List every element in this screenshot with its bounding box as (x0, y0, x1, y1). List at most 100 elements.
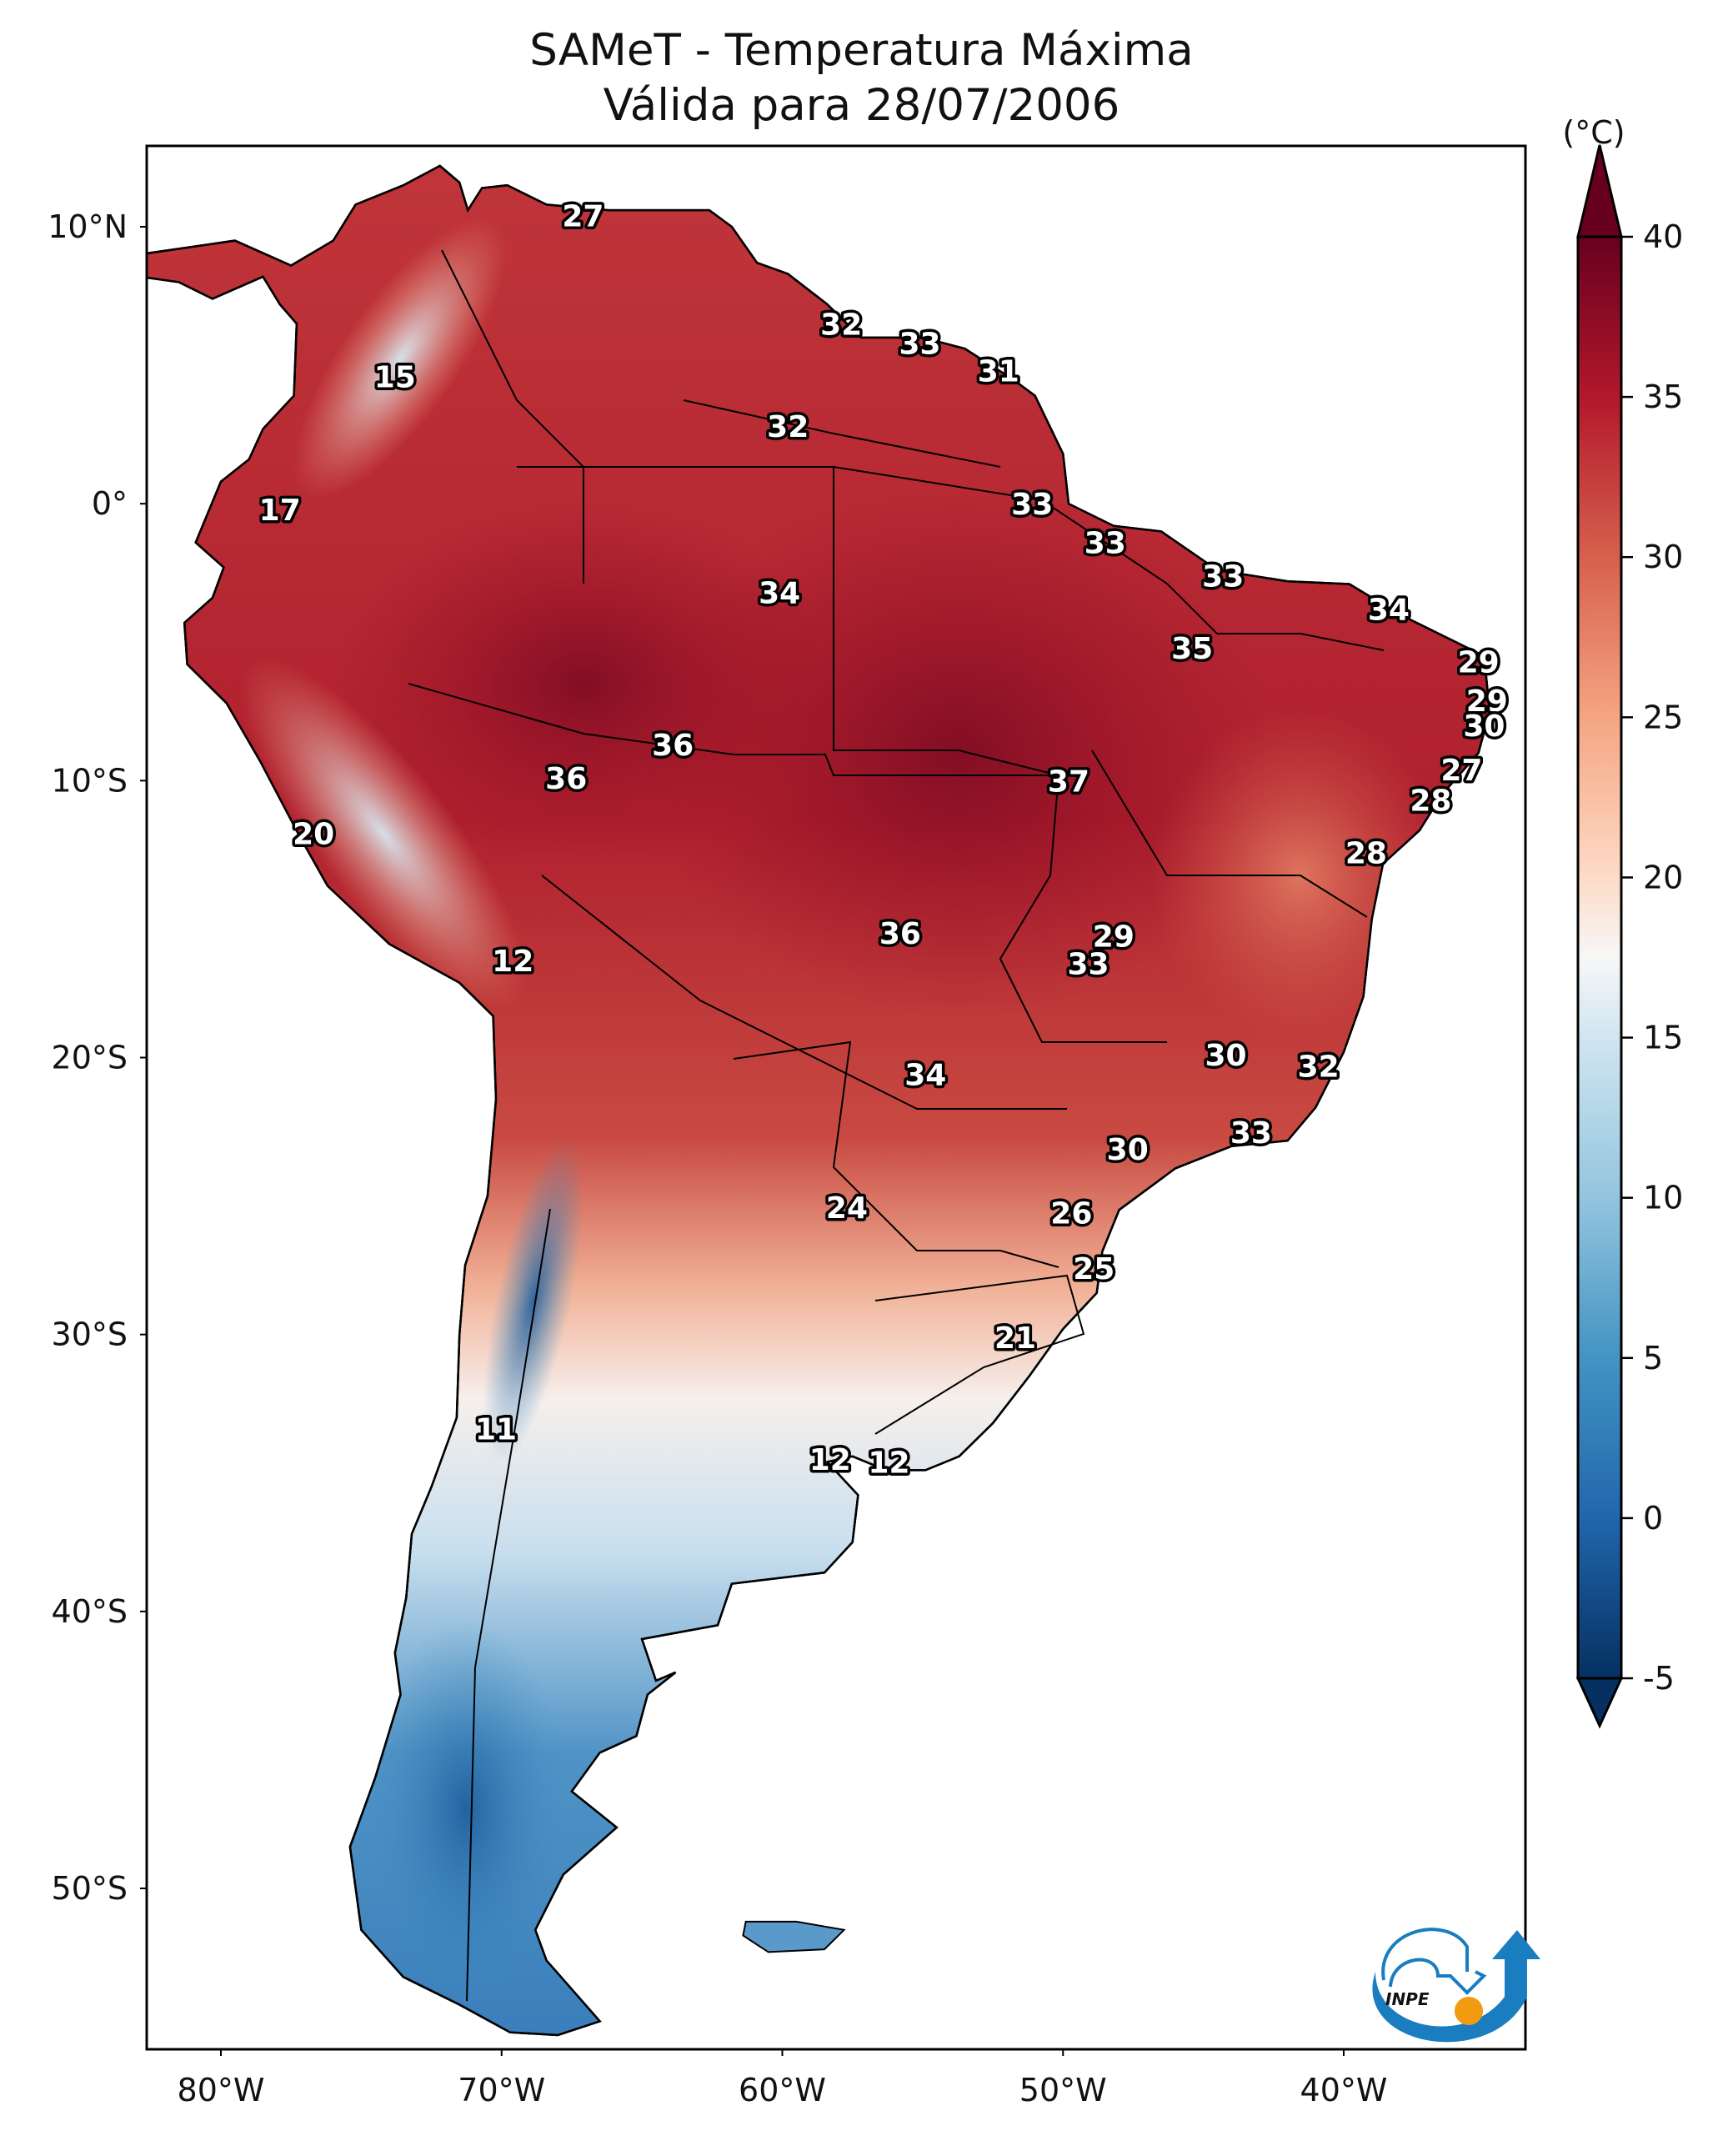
temperature-label: 12 (868, 1446, 909, 1480)
temperature-label: 33 (1068, 948, 1109, 982)
cool-andes-peru (239, 658, 528, 1010)
logo-loop-outer (1381, 1928, 1469, 1981)
border-line (466, 1208, 551, 2002)
x-tick-label: 50°W (1019, 2072, 1107, 2108)
axes-frame (145, 144, 1527, 2051)
temperature-label: 36 (879, 917, 921, 951)
temperature-label: 32 (1298, 1050, 1340, 1084)
temperature-label: 31 (978, 355, 1019, 389)
cold-patagonia (367, 1617, 567, 2001)
temperature-label: 34 (1368, 593, 1410, 627)
colorbar-tick-label: 25 (1643, 699, 1683, 735)
border-line (408, 683, 1059, 776)
border-line (541, 875, 1067, 1110)
y-tick-label: 10°N (48, 208, 128, 245)
temperature-label: 34 (759, 576, 800, 610)
border-line (441, 249, 584, 584)
logo-text: INPE (1385, 1989, 1430, 2009)
temperature-label: 28 (1410, 785, 1451, 819)
logo-loop-inner (1389, 1958, 1487, 1995)
title-line-2: Válida para 28/07/2006 (603, 80, 1120, 131)
temperature-label: 12 (492, 945, 533, 979)
temperature-label: 17 (259, 494, 301, 528)
x-tick-label: 80°W (178, 2072, 265, 2108)
inpe-logo-icon: INPE (1372, 1928, 1540, 2043)
colorbar-extend-min (1575, 1677, 1624, 1729)
colorbar-tick-label: 5 (1643, 1340, 1663, 1376)
y-tick-label: 20°S (52, 1040, 128, 1076)
temperature-label: 24 (826, 1191, 868, 1226)
colorbar: (°C) 40 35 30 25 20 15 10 5 0 -5 (1562, 114, 1683, 1729)
y-axis-ticks: 10°N 0° 10°S 20°S 30°S 40°S 50°S (48, 208, 147, 1907)
map-content (147, 164, 1491, 2037)
colorbar-tick-label: 0 (1643, 1500, 1663, 1537)
hot-core-amazon (333, 500, 834, 867)
temperature-label: 37 (1048, 765, 1089, 799)
temperature-label: 29 (1466, 684, 1508, 719)
temperature-label: 21 (994, 1321, 1036, 1356)
temperature-label: 28 (1345, 837, 1387, 871)
colorbar-frame (1576, 235, 1623, 1680)
temperature-field (239, 218, 1450, 2001)
cool-andes-north (293, 218, 508, 499)
colorbar-tick-label: 35 (1643, 379, 1683, 415)
title-line-1: SAMeT - Temperatura Máxima (529, 25, 1194, 76)
colorbar-tick-label: 10 (1643, 1180, 1683, 1216)
temperature-label: 11 (475, 1413, 517, 1447)
temperature-label: 33 (1230, 1116, 1272, 1151)
colorbar-tick-label: 40 (1643, 218, 1683, 255)
temperature-label: 35 (1171, 632, 1213, 666)
border-line (999, 775, 1167, 1043)
y-tick-label: 10°S (52, 762, 128, 799)
temperature-label: 36 (545, 762, 587, 796)
temperature-label: 27 (562, 200, 604, 234)
x-axis-ticks: 80°W 70°W 60°W 50°W 40°W (178, 2049, 1387, 2108)
colorbar-tick-label: 15 (1643, 1020, 1683, 1056)
border-line (683, 399, 1001, 468)
temperature-label: 33 (1011, 488, 1053, 522)
colorbar-tick-label: 20 (1643, 859, 1683, 895)
temperature-label: 33 (1202, 560, 1244, 594)
border-line (1166, 583, 1385, 651)
colorbar-extend-max (1576, 144, 1623, 238)
chart-title: SAMeT - Temperatura Máxima Válida para 2… (0, 23, 1723, 133)
temperature-label: 15 (374, 360, 416, 394)
temperature-label: 32 (820, 308, 862, 342)
cold-andes-central (483, 1137, 584, 1464)
border-line (1091, 750, 1368, 918)
colorbar-tick-label: 30 (1643, 539, 1683, 575)
political-borders (408, 249, 1385, 2002)
border-line (733, 1040, 1059, 1268)
colorbar-ticks: 40 35 30 25 20 15 10 5 0 -5 (1576, 218, 1683, 1697)
temperature-label: 36 (652, 729, 694, 763)
colorbar-body (1578, 237, 1621, 1678)
temperature-label: 29 (1093, 920, 1134, 954)
temperature-label: 29 (1458, 646, 1500, 680)
colorbar-tick-label: -5 (1643, 1660, 1675, 1697)
border-line (874, 1274, 1085, 1435)
y-tick-label: 0° (92, 485, 128, 522)
temperature-label: 32 (767, 410, 809, 444)
temperature-label: 30 (1463, 709, 1505, 744)
falkland-islands (742, 1920, 846, 1953)
y-tick-label: 30°S (52, 1316, 128, 1353)
temperature-label: 33 (899, 328, 940, 362)
temperature-label: 26 (1050, 1197, 1092, 1231)
temperature-label: 20 (293, 817, 334, 851)
temperature-label: 12 (809, 1443, 851, 1477)
temperature-label: 30 (1205, 1039, 1247, 1073)
logo-swoosh (1372, 1930, 1540, 2043)
border-line (517, 466, 1168, 584)
x-tick-label: 60°W (739, 2072, 826, 2108)
temperature-label: 27 (1440, 754, 1482, 788)
y-tick-label: 40°S (52, 1593, 128, 1630)
temperature-label: 33 (1084, 527, 1126, 561)
temperature-label: 34 (904, 1058, 946, 1092)
coastline (147, 164, 1491, 2037)
border-line (833, 467, 1059, 776)
x-tick-label: 70°W (458, 2072, 545, 2108)
temperature-label: 30 (1107, 1133, 1149, 1167)
colorbar-units-label: (°C) (1562, 114, 1625, 151)
